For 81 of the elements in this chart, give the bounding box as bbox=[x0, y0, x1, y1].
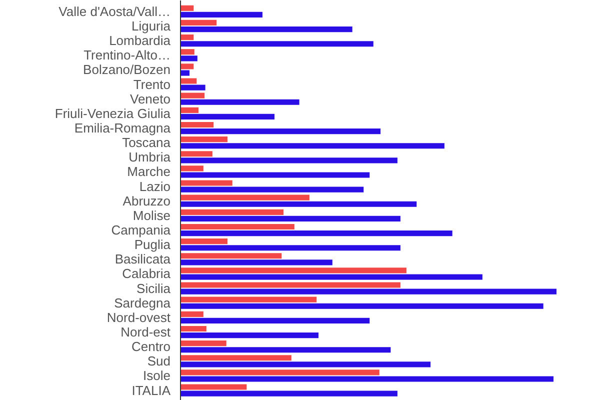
y-tick-label: Molise bbox=[132, 208, 171, 223]
y-tick-label: Sud bbox=[147, 354, 171, 369]
bar bbox=[180, 151, 212, 157]
bar bbox=[180, 238, 228, 244]
y-tick-label: Friuli-Venezia Giulia bbox=[54, 106, 172, 121]
bar bbox=[180, 41, 374, 47]
bar bbox=[180, 5, 194, 11]
y-tick-label: Lombardia bbox=[109, 33, 172, 48]
bar bbox=[180, 64, 194, 70]
bar bbox=[180, 158, 398, 164]
bar bbox=[180, 180, 232, 186]
bar bbox=[180, 260, 332, 266]
bar bbox=[180, 166, 204, 172]
y-tick-label: Toscana bbox=[122, 135, 172, 150]
bar bbox=[180, 303, 544, 309]
bar bbox=[180, 332, 318, 338]
bar bbox=[180, 384, 247, 390]
y-tick-label: ITALIA bbox=[132, 382, 171, 398]
y-tick-label: Abruzzo bbox=[122, 193, 171, 208]
bar bbox=[180, 122, 214, 128]
bar bbox=[180, 340, 226, 346]
bar bbox=[180, 92, 205, 98]
bar bbox=[180, 288, 557, 294]
bar bbox=[180, 390, 398, 396]
bar bbox=[180, 136, 228, 142]
bar bbox=[180, 370, 380, 376]
bar bbox=[180, 224, 294, 230]
y-tick-label: Umbria bbox=[128, 150, 172, 165]
bar bbox=[180, 12, 262, 18]
bar bbox=[180, 245, 400, 251]
bar bbox=[180, 253, 282, 259]
y-tick-label: Centro bbox=[131, 339, 171, 354]
y-tick-label: Liguria bbox=[131, 18, 172, 34]
y-tick-label: Marche bbox=[127, 164, 171, 180]
bar bbox=[180, 326, 206, 332]
bar bbox=[180, 20, 217, 26]
y-tick-label: Sardegna bbox=[114, 295, 172, 310]
bar bbox=[180, 296, 317, 302]
bar bbox=[180, 216, 400, 222]
bar bbox=[180, 318, 370, 324]
y-tick-label: Puglia bbox=[134, 237, 172, 252]
y-tick-label: Campania bbox=[111, 222, 172, 238]
y-tick-label: Sicilia bbox=[136, 280, 172, 296]
y-tick-label: Bolzano/Bozen bbox=[83, 62, 170, 78]
y-tick-label: Isole bbox=[143, 368, 171, 384]
bar bbox=[180, 194, 310, 200]
y-tick-label: Lazio bbox=[139, 178, 170, 194]
bar bbox=[180, 26, 352, 32]
y-tick-label: Nord-est bbox=[120, 324, 171, 340]
bar bbox=[180, 99, 300, 105]
bar bbox=[180, 282, 400, 288]
bar bbox=[180, 355, 292, 361]
y-tick-label: Trento bbox=[133, 76, 171, 92]
y-tick-label: Trentino-Alto… bbox=[84, 48, 170, 63]
bar bbox=[180, 362, 431, 368]
bar bbox=[180, 128, 381, 134]
bar bbox=[180, 56, 198, 62]
bar bbox=[180, 107, 199, 113]
y-tick-label: Nord-ovest bbox=[106, 310, 171, 325]
y-tick-label: Emilia-Romagna bbox=[74, 120, 172, 136]
bar bbox=[180, 376, 554, 382]
bar bbox=[180, 84, 206, 90]
bar bbox=[180, 209, 284, 215]
bar bbox=[180, 230, 452, 236]
bar bbox=[180, 201, 417, 207]
bar bbox=[180, 274, 482, 280]
y-tick-label: Veneto bbox=[130, 91, 171, 106]
y-tick-label: Valle d'Aosta/Vall… bbox=[58, 4, 171, 19]
y-tick-label: Basilicata bbox=[114, 252, 172, 267]
bar bbox=[180, 172, 370, 178]
bar bbox=[180, 49, 194, 55]
bar bbox=[180, 268, 406, 274]
bar bbox=[180, 70, 190, 76]
bar bbox=[180, 143, 444, 149]
bar bbox=[180, 34, 194, 40]
bar bbox=[180, 311, 204, 317]
bar bbox=[180, 186, 364, 192]
bar bbox=[180, 114, 274, 120]
y-tick-label: Calabria bbox=[122, 266, 172, 282]
bar bbox=[180, 347, 391, 353]
bar bbox=[180, 78, 197, 84]
